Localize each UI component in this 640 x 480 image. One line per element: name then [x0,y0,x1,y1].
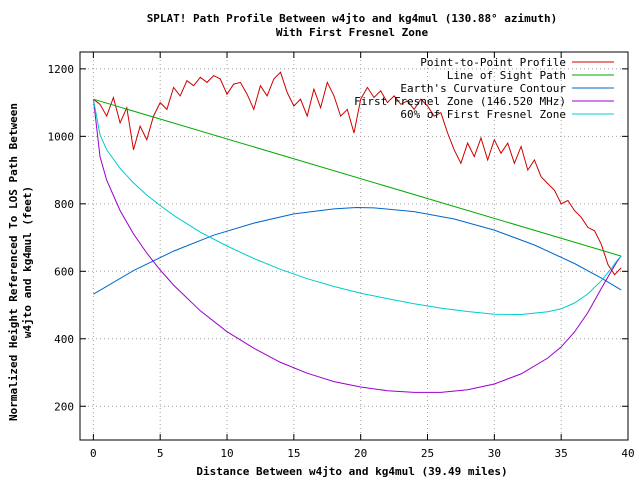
x-tick-label: 10 [220,447,233,460]
x-tick-label: 0 [90,447,97,460]
x-tick-label: 40 [621,447,634,460]
axis-ticks: 0 5 10 15 20 25 30 35 40 200 400 600 800 1000 1200 [48,52,635,460]
x-tick-label: 30 [488,447,501,460]
series-line-5 [92,99,622,316]
y-tick-label: 200 [54,400,74,413]
series-line-4 [92,99,622,393]
chart-subtitle: With First Fresnel Zone [276,26,429,39]
x-tick-label: 35 [555,447,568,460]
legend-label: First Fresnel Zone (146.520 MHz) [354,95,566,108]
series-line-1 [93,71,622,276]
series-line-2 [93,98,622,257]
legend-label: Line of Sight Path [447,69,566,82]
x-axis-label: Distance Between w4jto and kg4mul (39.49… [196,465,507,478]
legend-label: 60% of First Fresnel Zone [400,108,566,121]
x-tick-label: 5 [157,447,164,460]
grid-lines [80,52,629,440]
chart-title: SPLAT! Path Profile Between w4jto and kg… [147,12,558,25]
y-axis-label-line1: Normalized Height Referenced To LOS Path… [7,103,20,421]
y-tick-label: 600 [54,265,74,278]
y-tick-label: 1200 [48,63,75,76]
y-tick-label: 800 [54,198,74,211]
y-axis-label-line2: w4jto and kg4mul (feet) [21,186,34,338]
y-tick-label: 1000 [48,130,75,143]
legend-label: Earth's Curvature Contour [400,82,566,95]
plot-frame [79,51,629,441]
x-tick-label: 20 [354,447,367,460]
series-layer [92,71,622,393]
legend-label: Point-to-Point Profile [420,56,566,69]
series-line-3 [93,206,622,295]
x-tick-label: 25 [421,447,434,460]
y-tick-label: 400 [54,333,74,346]
x-tick-label: 15 [287,447,300,460]
